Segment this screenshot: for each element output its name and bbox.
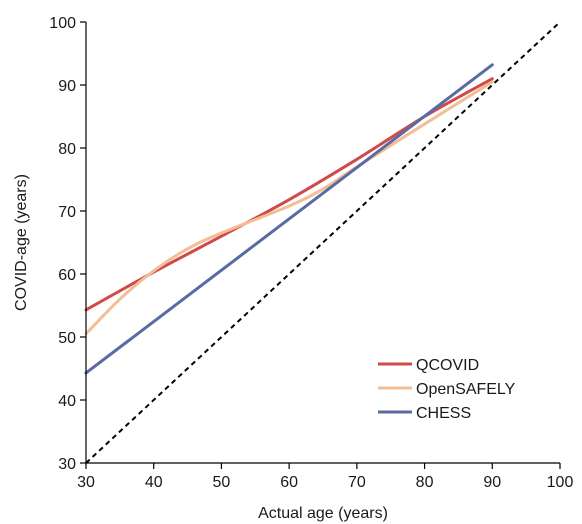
x-axis-label: Actual age (years) bbox=[258, 505, 388, 522]
y-axis-label: COVID-age (years) bbox=[13, 174, 30, 311]
y-tick-label: 60 bbox=[58, 267, 76, 284]
x-tick-label: 90 bbox=[483, 474, 501, 491]
ticks: 30 40 50 60 70 80 90 100 30 40 50 60 70 80 90 100 bbox=[49, 15, 573, 491]
x-tick-label: 80 bbox=[416, 474, 434, 491]
axes bbox=[85, 22, 560, 464]
legend-label-chess: CHESS bbox=[416, 405, 471, 422]
y-tick-label: 70 bbox=[58, 204, 76, 221]
series-line-opensafely bbox=[84, 80, 494, 336]
y-tick-label: 40 bbox=[58, 393, 76, 410]
x-tick-label: 100 bbox=[547, 474, 574, 491]
legend: QCOVID OpenSAFELY CHESS bbox=[378, 357, 516, 422]
y-tick-label: 100 bbox=[49, 15, 76, 32]
x-tick-label: 30 bbox=[77, 474, 95, 491]
x-tick-label: 50 bbox=[213, 474, 231, 491]
x-tick-label: 70 bbox=[348, 474, 366, 491]
x-tick-label: 60 bbox=[280, 474, 298, 491]
y-tick-label: 50 bbox=[58, 330, 76, 347]
legend-label-opensafely: OpenSAFELY bbox=[416, 381, 516, 398]
y-tick-label: 90 bbox=[58, 78, 76, 95]
series-line-chess bbox=[84, 63, 494, 375]
y-tick-label: 80 bbox=[58, 141, 76, 158]
x-tick-label: 40 bbox=[145, 474, 163, 491]
plot-lines bbox=[84, 21, 561, 464]
legend-label-qcovid: QCOVID bbox=[416, 357, 479, 374]
y-tick-label: 30 bbox=[58, 456, 76, 473]
